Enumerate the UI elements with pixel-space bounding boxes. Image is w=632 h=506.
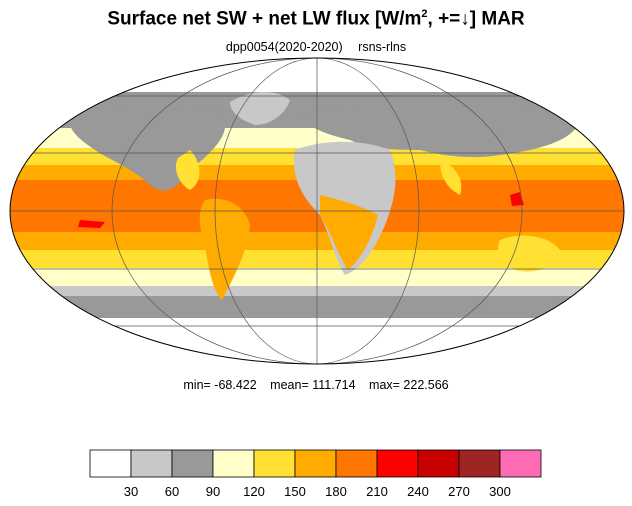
plot-title: Surface net SW + net LW flux [W/m2, +=↓]… — [0, 8, 632, 30]
plot-subtitle: dpp0054(2020-2020) rsns-rlns — [0, 40, 632, 54]
experiment-label: dpp0054(2020-2020) — [225, 40, 343, 54]
colorbar-tick-label: 30 — [123, 484, 139, 499]
colorbar-box-1 — [130, 449, 173, 478]
stat-mean: mean= 111.714 — [270, 378, 356, 392]
africa-south — [320, 195, 378, 270]
south-america — [199, 198, 250, 300]
colorbar-box-3 — [212, 449, 255, 478]
colorbar-box-9 — [458, 449, 501, 478]
colorbar-box-4 — [253, 449, 296, 478]
field-statistics: min= -68.422 mean= 111.714 max= 222.566 — [0, 378, 632, 392]
central-america — [175, 150, 200, 190]
colorbar-tick-label: 180 — [325, 484, 347, 499]
colorbar-box-5 — [294, 449, 337, 478]
hotspot-pacific — [78, 220, 105, 228]
australia — [498, 235, 560, 272]
colorbar-tick-label: 270 — [448, 484, 470, 499]
colorbar-tick-label: 240 — [407, 484, 429, 499]
graticule — [10, 58, 624, 364]
variable-label: rsns-rlns — [358, 40, 407, 54]
colorbar-box-10 — [499, 449, 542, 478]
colorbar-tick-label: 300 — [489, 484, 511, 499]
hotspot-maritime — [510, 192, 524, 206]
colorbar-tick-label: 60 — [164, 484, 180, 499]
colorbar-tick-label: 210 — [366, 484, 388, 499]
greenland — [230, 91, 290, 125]
colorbar-box-2 — [171, 449, 214, 478]
colorbar-box-6 — [335, 449, 378, 478]
title-superscript: 2 — [421, 8, 428, 20]
colorbar-box-7 — [376, 449, 419, 478]
colorbar-box-8 — [417, 449, 460, 478]
colorbar-tick-label: 150 — [284, 484, 306, 499]
india — [440, 160, 462, 195]
eurasia — [300, 99, 580, 158]
stat-min: min= -68.422 — [183, 378, 257, 392]
colorbar-box-0 — [89, 449, 132, 478]
stat-max: max= 222.566 — [369, 378, 449, 392]
title-main: Surface net SW + net LW flux [W/m — [107, 8, 422, 30]
title-rest: , +=↓] MAR — [427, 8, 525, 30]
globe-outline — [9, 57, 625, 365]
colorbar-tick-label: 90 — [205, 484, 221, 499]
colorbar-tick-label: 120 — [243, 484, 265, 499]
